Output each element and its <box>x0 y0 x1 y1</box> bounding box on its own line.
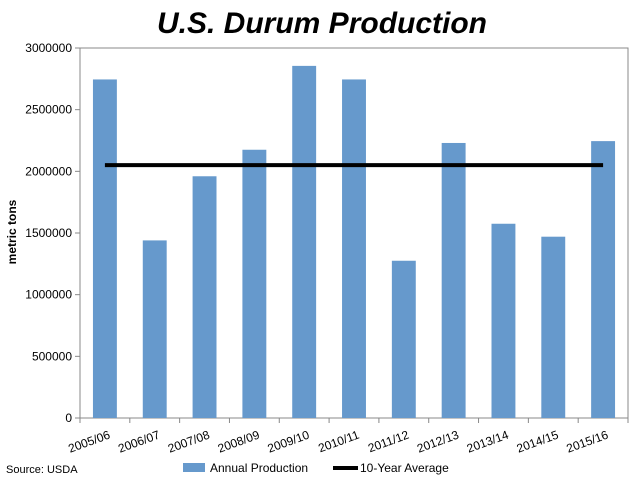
bar <box>342 79 366 418</box>
chart-title: U.S. Durum Production <box>157 7 487 40</box>
bar <box>391 260 416 418</box>
y-axis-label: metric tons <box>5 199 19 264</box>
legend-swatch-bar <box>183 463 205 472</box>
x-tick-label: 2011/12 <box>366 428 411 456</box>
x-tick-label: 2015/16 <box>565 428 611 456</box>
y-tick-label: 0 <box>65 411 72 425</box>
x-tick-label: 2005/06 <box>66 428 112 456</box>
x-tick-label: 2013/14 <box>465 428 511 456</box>
x-tick-label: 2008/09 <box>216 428 262 456</box>
bar <box>541 236 566 418</box>
y-tick-label: 500000 <box>32 349 72 363</box>
y-tick-label: 3000000 <box>25 41 72 55</box>
legend: Annual Production 10-Year Average <box>183 461 449 475</box>
x-tick-label: 2014/15 <box>515 428 561 456</box>
source-note: Source: USDA <box>6 464 78 476</box>
y-tick-label: 1500000 <box>25 226 72 240</box>
x-tick-label: 2009/10 <box>266 428 312 456</box>
bar <box>441 142 466 418</box>
x-tick-label: 2006/07 <box>116 428 162 456</box>
y-axis-ticks: 0 500000 1000000 1500000 2000000 2500000 30000… <box>25 41 80 425</box>
bar <box>242 149 267 418</box>
x-axis-ticks: 2005/06 2006/07 2007/08 2008/09 2009/10 2010/… <box>66 418 629 456</box>
legend-label-line: 10-Year Average <box>360 461 449 475</box>
bar <box>292 65 317 418</box>
bar <box>92 79 117 418</box>
y-tick-label: 2000000 <box>25 164 72 178</box>
bar <box>142 240 167 418</box>
legend-label-bar: Annual Production <box>210 461 308 475</box>
x-tick-label: 2007/08 <box>166 428 212 456</box>
x-tick-label: 2012/13 <box>415 428 461 456</box>
bar <box>591 141 616 418</box>
y-tick-label: 2500000 <box>25 103 72 117</box>
x-tick-label: 2010/11 <box>316 428 361 456</box>
bar <box>491 223 516 418</box>
y-tick-label: 1000000 <box>25 288 72 302</box>
bar <box>192 176 217 418</box>
bar-series <box>92 65 616 418</box>
